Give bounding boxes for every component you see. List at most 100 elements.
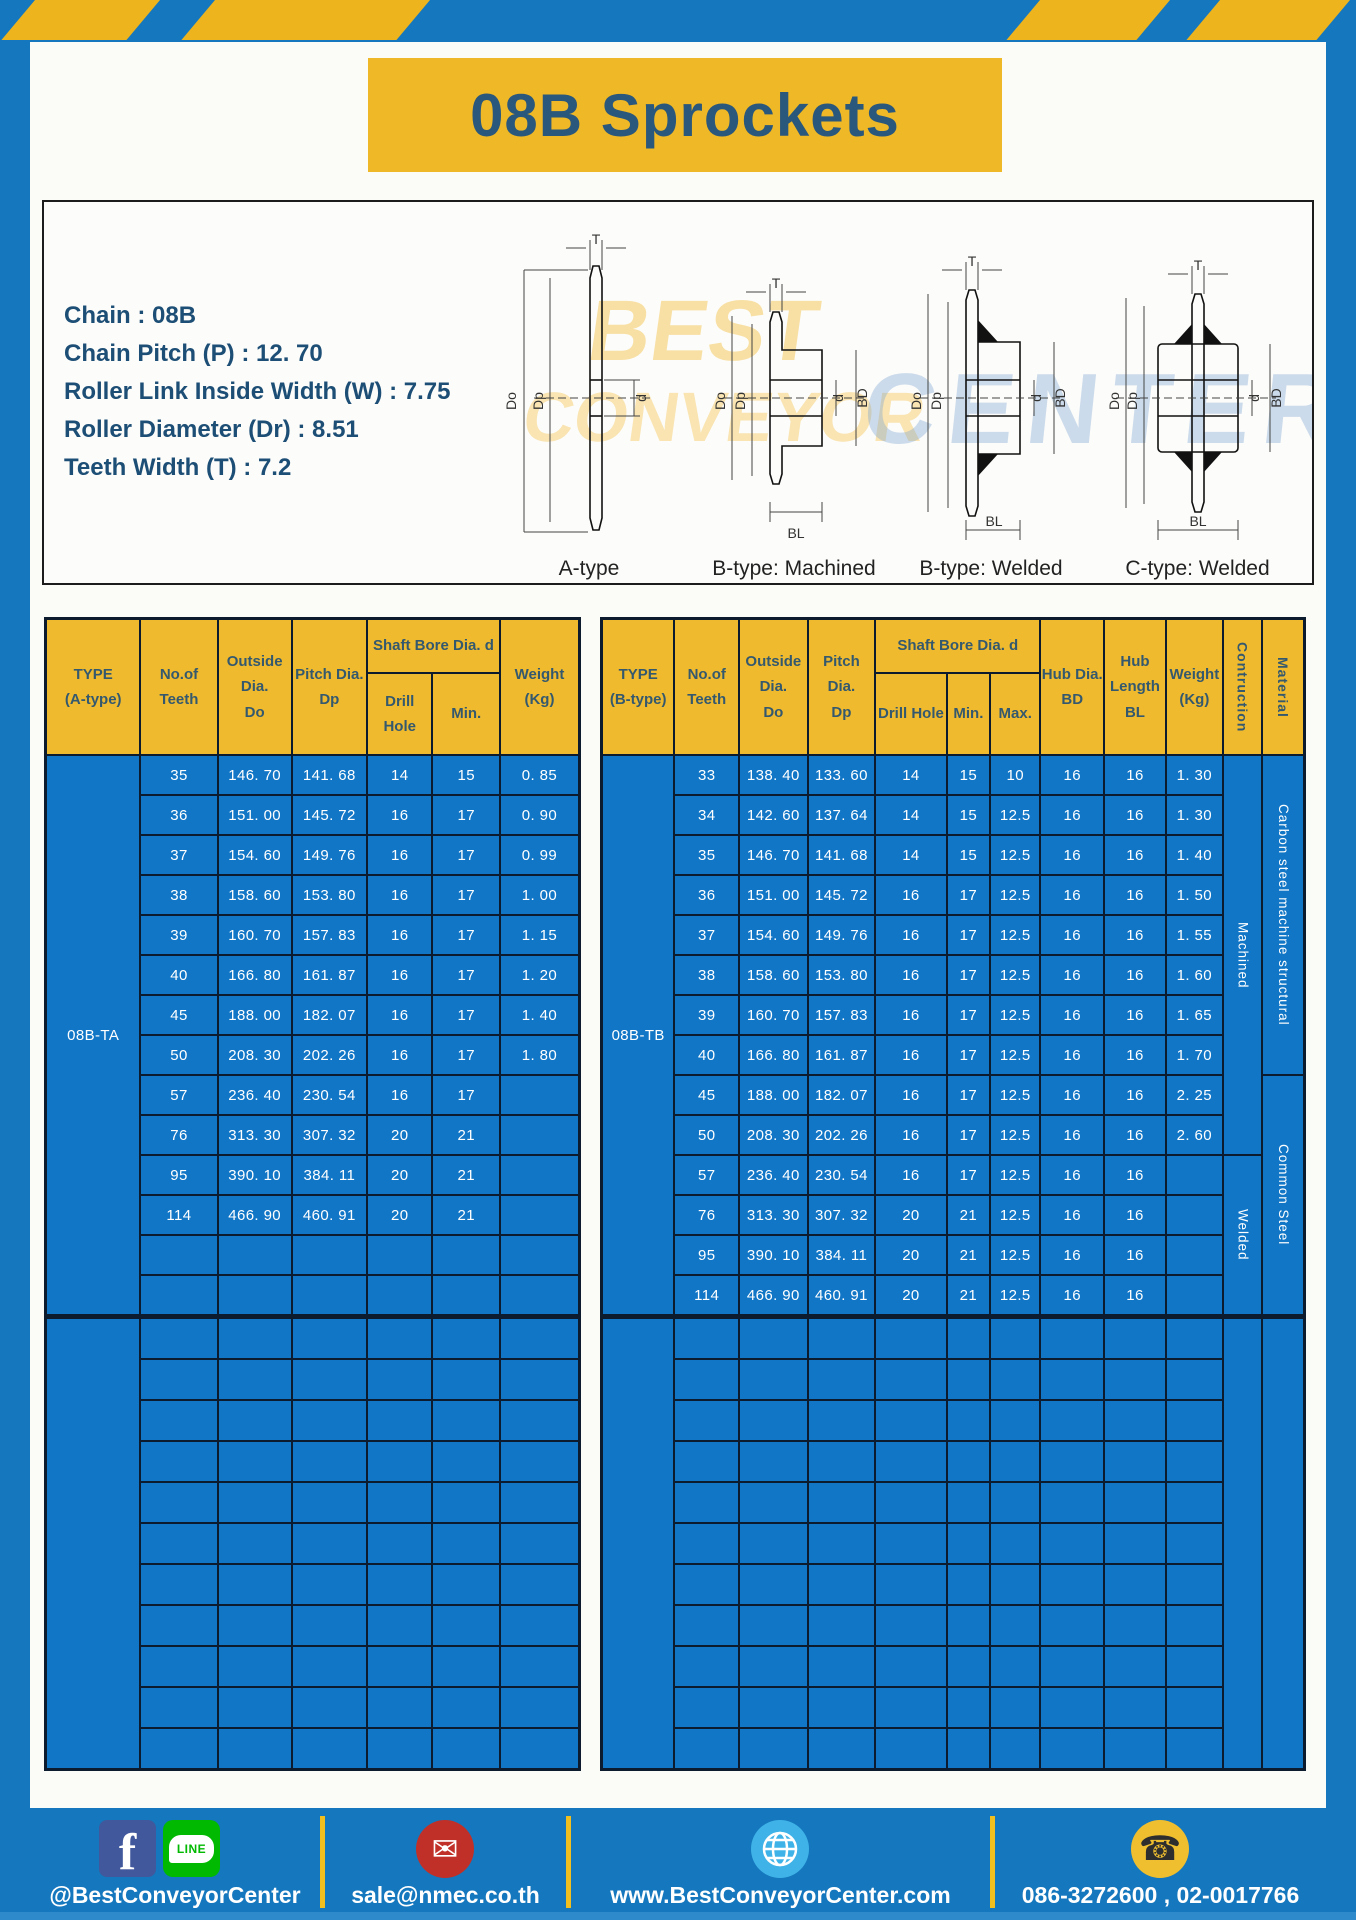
table-cell: 16: [876, 1076, 946, 1114]
empty-table-cell: [1105, 1688, 1165, 1727]
empty-table-cell: [218, 1319, 291, 1358]
globe-icon: [751, 1820, 809, 1878]
empty-table-cell: [876, 1524, 946, 1563]
sprocket-drawing: T Do Dp d: [503, 231, 654, 533]
table-cell: 16: [1041, 876, 1104, 914]
footer-website-label: www.BestConveyorCenter.com: [610, 1882, 951, 1908]
table-cell: 16: [1105, 756, 1165, 794]
table-cell: 16: [1105, 1116, 1165, 1154]
empty-table-cell: [991, 1360, 1040, 1399]
table-cell: 21: [433, 1116, 499, 1154]
empty-table-cell: [433, 1729, 499, 1768]
empty-table-cell: [1166, 1688, 1222, 1727]
table-cell: 20: [367, 1116, 432, 1154]
empty-table-cell: [292, 1647, 366, 1686]
empty-table-cell: [947, 1729, 990, 1768]
table-cell: 145. 72: [808, 876, 875, 914]
empty-table-cell: [675, 1647, 739, 1686]
svg-text:d: d: [633, 394, 649, 402]
table-cell: 39: [141, 916, 217, 954]
table-cell: 95: [141, 1156, 217, 1194]
empty-table-cell: [1166, 1647, 1222, 1686]
table-cell: 12.5: [991, 956, 1040, 994]
empty-table-cell: [947, 1442, 990, 1481]
empty-table-cell: [141, 1565, 217, 1604]
table-cell: 16: [1041, 956, 1104, 994]
footer-divider: [566, 1816, 571, 1908]
empty-table-cell: [292, 1565, 366, 1604]
empty-table-cell: [991, 1606, 1040, 1645]
table-cell: 16: [1105, 1076, 1165, 1114]
empty-table-cell: [1166, 1401, 1222, 1440]
table-cell: 151. 00: [740, 876, 807, 914]
empty-table-cell: [141, 1688, 217, 1727]
stripe-decor: [1, 0, 160, 40]
table-cell: 15: [947, 836, 990, 874]
empty-table-cell: [433, 1442, 499, 1481]
empty-table-cell: [876, 1647, 946, 1686]
table-cell: 15: [947, 796, 990, 834]
empty-table-cell: [808, 1483, 875, 1522]
empty-table-cell: [991, 1565, 1040, 1604]
empty-table-cell: [1105, 1606, 1165, 1645]
table-cell: 17: [433, 956, 499, 994]
table-cell: 142. 60: [740, 796, 807, 834]
svg-text:BL: BL: [1189, 513, 1206, 529]
table-cell: 16: [1105, 1036, 1165, 1074]
empty-table-cell: [218, 1236, 291, 1274]
page-title-banner: 08B Sprockets: [368, 58, 1002, 172]
empty-table-cell: [991, 1319, 1040, 1358]
empty-table-cell: [367, 1688, 432, 1727]
empty-table-cell: [947, 1360, 990, 1399]
table-cell: 39: [675, 996, 739, 1034]
empty-table-cell: [500, 1401, 578, 1440]
empty-table-cell: [292, 1606, 366, 1645]
empty-table-cell: [1166, 1360, 1222, 1399]
table-cell: 17: [433, 916, 499, 954]
footer: f LINE @BestConveyorCenter ✉ sale@nmec.c…: [0, 1808, 1356, 1920]
col-header-drill-hole: Drill Hole: [367, 674, 432, 754]
svg-text:BL: BL: [985, 513, 1002, 529]
table-cell: 157. 83: [292, 916, 366, 954]
empty-table-cell: [1041, 1483, 1104, 1522]
empty-table-cell: [1166, 1606, 1222, 1645]
svg-text:T: T: [772, 275, 781, 291]
table-cell: 45: [675, 1076, 739, 1114]
empty-table-cell: [218, 1565, 291, 1604]
table-cell: 16: [1041, 1276, 1104, 1314]
table-cell: 390. 10: [218, 1156, 291, 1194]
type-empty-cell: [47, 1319, 140, 1768]
table-cell: 36: [141, 796, 217, 834]
empty-table-cell: [1105, 1442, 1165, 1481]
col-header-weight: Weight (Kg): [1166, 620, 1222, 754]
table-cell: 16: [876, 1116, 946, 1154]
table-cell: 114: [141, 1196, 217, 1234]
svg-text:d: d: [1028, 394, 1044, 402]
table-cell: 16: [876, 876, 946, 914]
table-cell: 20: [367, 1156, 432, 1194]
footer-email-label: sale@nmec.co.th: [351, 1882, 540, 1908]
empty-table-cell: [740, 1319, 807, 1358]
empty-table-cell: [433, 1647, 499, 1686]
table-cell: 76: [141, 1116, 217, 1154]
empty-table-cell: [1166, 1483, 1222, 1522]
table-cell: 16: [1105, 996, 1165, 1034]
table-cell: 202. 26: [808, 1116, 875, 1154]
table-cell: 16: [1041, 756, 1104, 794]
table-cell: 313. 30: [218, 1116, 291, 1154]
table-cell: 141. 68: [292, 756, 366, 794]
empty-table-cell: [1166, 1319, 1222, 1358]
table-cell: 166. 80: [740, 1036, 807, 1074]
empty-table-cell: [1041, 1442, 1104, 1481]
empty-table-cell: [367, 1401, 432, 1440]
table-cell: 12.5: [991, 836, 1040, 874]
table-cell: 16: [1105, 956, 1165, 994]
empty-table-cell: [740, 1483, 807, 1522]
table-cell: [500, 1076, 578, 1114]
table-cell: 16: [367, 796, 432, 834]
table-cell: 1. 00: [500, 876, 578, 914]
table-cell: 151. 00: [218, 796, 291, 834]
empty-table-cell: [500, 1688, 578, 1727]
table-cell: 38: [141, 876, 217, 914]
